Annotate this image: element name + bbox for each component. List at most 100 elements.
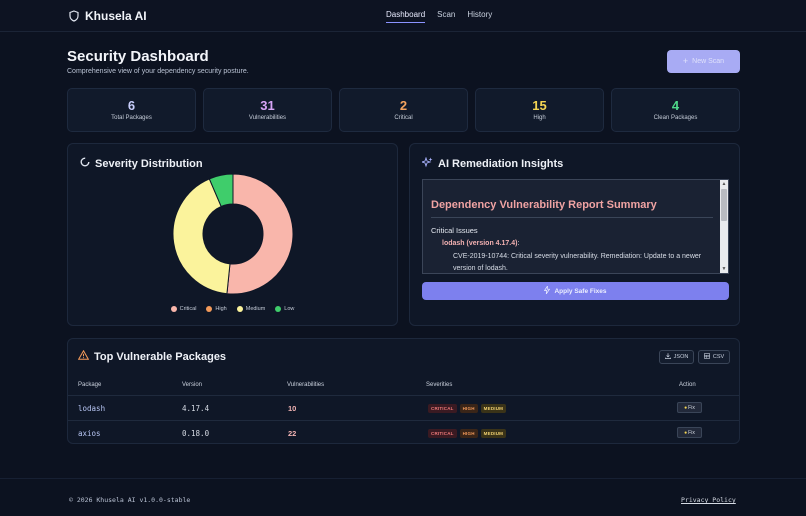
legend-dot <box>170 306 177 312</box>
report-package-name: lodash (version 4.17.4) <box>442 240 518 247</box>
vulnerability-count: 10 <box>288 404 297 413</box>
scroll-down-arrow-icon[interactable]: ▼ <box>721 266 727 272</box>
severity-title: Severity Distribution <box>80 157 203 170</box>
legend-high[interactable]: High <box>206 306 227 312</box>
fix-button[interactable]: ● Fix <box>677 427 702 438</box>
stat-label: Vulnerabilities <box>248 115 287 121</box>
slice-critical[interactable] <box>226 173 294 295</box>
report-package-colon: : <box>517 240 520 247</box>
badge-high: HIGH <box>459 404 478 413</box>
severity-badges: CRITICAL HIGH MEDIUM <box>428 429 507 438</box>
table-row[interactable]: axios 0.18.0 22 CRITICAL HIGH MEDIUM ● F… <box>68 421 739 446</box>
badge-critical: CRITICAL <box>428 404 457 413</box>
chart-legend: Critical High Medium Low <box>68 306 397 312</box>
legend-critical[interactable]: Critical <box>170 306 197 312</box>
apply-label: Apply Safe Fixes <box>554 287 607 295</box>
sparkles-icon <box>420 156 433 171</box>
legend-dot <box>275 306 282 312</box>
severity-card: Severity Distribution Critical High Medi… <box>67 143 398 326</box>
scroll-up-arrow-icon[interactable]: ▲ <box>721 181 727 187</box>
divider <box>0 478 806 479</box>
page-subtitle: Comprehensive view of your dependency se… <box>67 68 249 75</box>
table-row[interactable]: lodash 4.17.4 10 CRITICAL HIGH MEDIUM ● … <box>68 396 739 421</box>
apply-safe-fixes-button[interactable]: Apply Safe Fixes <box>422 282 729 300</box>
legend-dot <box>206 306 213 312</box>
csv-label: CSV <box>712 354 725 360</box>
legend-medium[interactable]: Medium <box>236 306 266 312</box>
packages-title-text: Top Vulnerable Packages <box>94 350 227 363</box>
download-icon <box>664 353 671 361</box>
donut-icon <box>80 157 90 170</box>
badge-high: HIGH <box>459 429 478 438</box>
scroll-thumb[interactable] <box>721 189 727 221</box>
severity-donut-chart <box>172 173 294 295</box>
stat-value: 31 <box>260 98 275 113</box>
fix-button[interactable]: ● Fix <box>677 402 702 413</box>
brand-name: Khusela AI <box>85 9 147 23</box>
new-scan-label: New Scan <box>692 58 725 65</box>
severity-title-text: Severity Distribution <box>95 157 203 170</box>
package-name[interactable]: lodash <box>78 404 106 413</box>
report-package: lodash (version 4.17.4): <box>442 240 519 247</box>
nav-history[interactable]: History <box>467 10 493 19</box>
report-detail: CVE-2019-10744: Critical severity vulner… <box>453 253 702 272</box>
divider <box>68 395 739 396</box>
stat-total-packages: 6 Total Packages <box>67 88 196 132</box>
report-panel[interactable]: Dependency Vulnerability Report Summary … <box>422 179 729 274</box>
legend-label: Critical <box>179 306 197 312</box>
fix-label: Fix <box>688 404 695 411</box>
badge-medium: MEDIUM <box>480 429 507 438</box>
stat-vulnerabilities: 31 Vulnerabilities <box>203 88 332 132</box>
nav-links: Dashboard Scan History <box>386 10 492 23</box>
lightbulb-icon: ● <box>684 404 688 411</box>
severity-badges: CRITICAL HIGH MEDIUM <box>428 404 507 413</box>
stat-label: Critical <box>394 115 413 121</box>
export-csv-button[interactable]: CSV <box>698 350 730 364</box>
legend-low[interactable]: Low <box>275 306 294 312</box>
brand[interactable]: Khusela AI <box>69 9 147 23</box>
package-version: 4.17.4 <box>182 404 210 413</box>
legend-label: High <box>215 306 227 312</box>
report-title: Dependency Vulnerability Report Summary <box>431 199 657 211</box>
divider <box>68 420 739 421</box>
stat-value: 15 <box>532 98 547 113</box>
table-icon <box>703 353 710 361</box>
slice-low[interactable] <box>208 173 234 208</box>
shield-icon <box>69 10 79 22</box>
fix-label: Fix <box>688 429 695 436</box>
insights-title: AI Remediation Insights <box>420 156 563 171</box>
slice-medium[interactable] <box>172 178 231 295</box>
new-scan-button[interactable]: + New Scan <box>667 50 740 73</box>
stat-label: Clean Packages <box>653 115 698 121</box>
stat-value: 6 <box>127 98 136 113</box>
column-header-severities[interactable]: Severities <box>426 382 453 388</box>
nav-dashboard[interactable]: Dashboard <box>386 10 426 23</box>
copyright: © 2026 Khusela AI v1.0.0-stable <box>69 496 191 504</box>
badge-critical: CRITICAL <box>428 429 457 438</box>
legend-label: Medium <box>245 306 266 312</box>
stat-label: High <box>533 115 546 121</box>
stat-value: 4 <box>671 98 680 113</box>
badge-medium: MEDIUM <box>480 404 507 413</box>
privacy-policy-link[interactable]: Privacy Policy <box>681 496 736 504</box>
stat-clean-packages: 4 Clean Packages <box>611 88 740 132</box>
export-json-button[interactable]: JSON <box>659 350 694 364</box>
column-header-vulnerabilities[interactable]: Vulnerabilities <box>287 382 325 388</box>
legend-dot <box>236 306 243 312</box>
column-header-package[interactable]: Package <box>78 382 102 388</box>
package-version: 0.18.0 <box>182 429 210 438</box>
package-name[interactable]: axios <box>78 429 101 438</box>
report-section-heading: Critical Issues <box>431 226 478 235</box>
column-header-version[interactable]: Version <box>182 382 203 388</box>
warning-icon <box>77 349 90 363</box>
stat-critical: 2 Critical <box>339 88 468 132</box>
insights-card: AI Remediation Insights Dependency Vulne… <box>409 143 740 326</box>
stat-value: 2 <box>399 98 408 113</box>
json-label: JSON <box>673 354 689 360</box>
nav-scan[interactable]: Scan <box>437 10 456 19</box>
scrollbar[interactable]: ▲ ▼ <box>720 180 728 273</box>
stat-label: Total Packages <box>111 115 152 121</box>
lightning-icon <box>544 285 551 296</box>
column-header-action: Action <box>679 382 696 388</box>
page-title: Security Dashboard <box>67 48 209 65</box>
